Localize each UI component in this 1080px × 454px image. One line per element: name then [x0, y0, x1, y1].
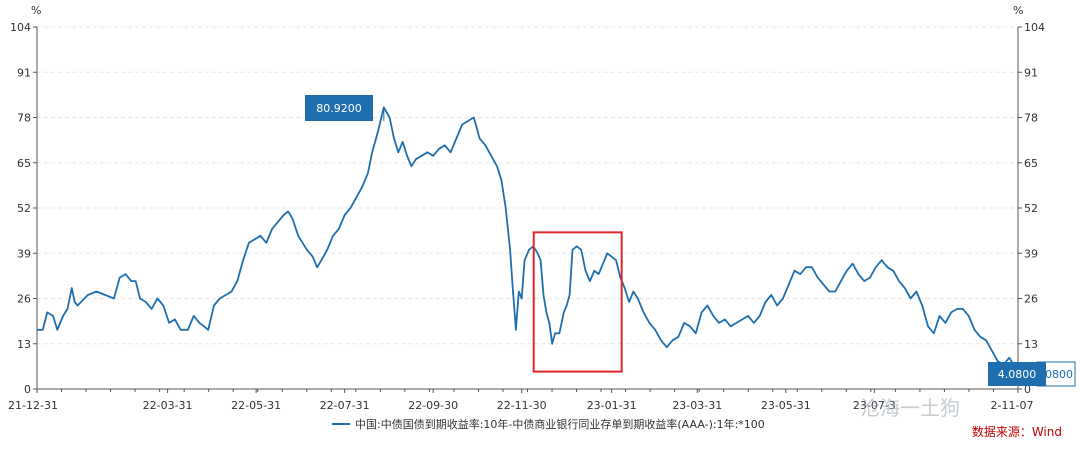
y-axis-right-unit: % [1013, 4, 1023, 17]
y-tick-label-left: 65 [17, 157, 31, 170]
x-tick-label: 22-07-31 [320, 399, 370, 412]
x-tick-label: 22-05-31 [231, 399, 281, 412]
x-tick-label: 23-03-31 [672, 399, 722, 412]
y-tick-label-right: 0 [1024, 383, 1031, 396]
series-line [37, 106, 1019, 376]
right-axis-value-text: 0800 [1045, 368, 1073, 381]
y-tick-label-right: 91 [1024, 66, 1038, 79]
last-value-text: 4.0800 [998, 368, 1037, 381]
y-tick-label-left: 104 [10, 21, 31, 34]
y-tick-label-left: 39 [17, 247, 31, 260]
data-source: 数据来源：Wind [971, 425, 1062, 439]
last-value-label: 0800 4.0800 [988, 361, 1076, 387]
y-tick-label-right: 13 [1024, 338, 1038, 351]
last-value-box [988, 362, 1046, 386]
x-tick-label: 22-09-30 [408, 399, 458, 412]
y-tick-label-left: 13 [17, 338, 31, 351]
x-axis-ticks: 21-12-31 22-03-31 22-05-31 22-07-31 22-09-30… [8, 389, 1033, 412]
y-tick-label-left: 26 [17, 293, 31, 306]
grid-lines [37, 26, 1018, 345]
x-tick-label: 22-11-30 [497, 399, 547, 412]
y-tick-label-left: 78 [17, 112, 31, 125]
x-tick-label: 2-11-07 [991, 399, 1034, 412]
legend-label: 中国:中债国债到期收益率:10年-中债商业银行同业存单到期收益率(AAA-):1… [355, 417, 765, 431]
y-axis-left-ticks: 0 13 26 39 52 65 78 91 104 [10, 21, 37, 396]
watermark: 沧海一土狗 [860, 396, 960, 420]
y-tick-label-right: 26 [1024, 293, 1038, 306]
peak-label-box [305, 95, 373, 121]
y-tick-label-left: 52 [17, 202, 31, 215]
x-tick-label: 23-07-3 [853, 399, 896, 412]
highlight-box [532, 231, 623, 373]
x-tick-label: 22-03-31 [143, 399, 193, 412]
legend: 中国:中债国债到期收益率:10年-中债商业银行同业存单到期收益率(AAA-):1… [332, 417, 765, 431]
y-tick-label-right: 52 [1024, 202, 1038, 215]
y-axis-left-unit: % [31, 4, 41, 17]
y-tick-label-right: 104 [1024, 21, 1045, 34]
x-tick-label: 23-05-31 [761, 399, 811, 412]
series-layer [37, 106, 1019, 376]
x-tick-label: 23-01-31 [587, 399, 637, 412]
peak-label-text: 80.9200 [316, 102, 362, 115]
x-tick-label: 21-12-31 [8, 399, 58, 412]
y-axis-right-ticks: 0 13 26 39 52 65 78 91 104 [1018, 21, 1045, 396]
y-tick-label-right: 65 [1024, 157, 1038, 170]
y-tick-label-right: 39 [1024, 247, 1038, 260]
peak-label: 80.9200 [305, 95, 385, 121]
y-tick-label-right: 78 [1024, 112, 1038, 125]
y-tick-label-left: 91 [17, 66, 31, 79]
y-tick-label-left: 0 [24, 383, 31, 396]
